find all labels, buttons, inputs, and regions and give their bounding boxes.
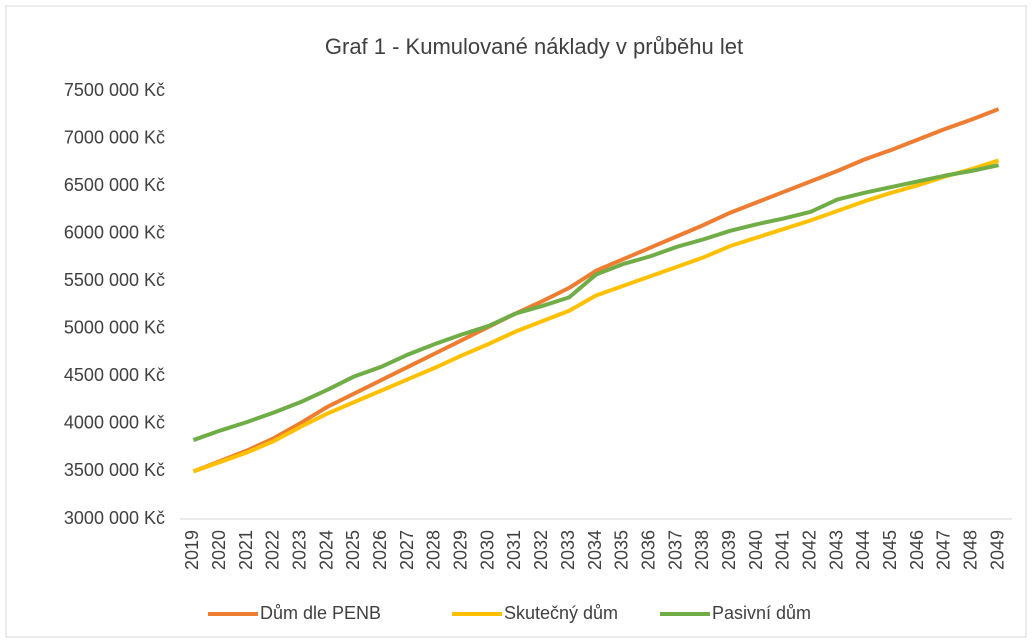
x-tick-label: 2026 <box>370 530 390 570</box>
x-tick-label: 2032 <box>531 530 551 570</box>
x-tick-label: 2035 <box>612 530 632 570</box>
x-tick-label: 2046 <box>907 530 927 570</box>
x-tick-label: 2034 <box>585 530 605 570</box>
y-tick-label: 6000 000 Kč <box>64 222 165 242</box>
x-tick-label: 2019 <box>182 530 202 570</box>
x-tick-label: 2020 <box>209 530 229 570</box>
line-series <box>192 158 1000 474</box>
x-tick-label: 2033 <box>558 530 578 570</box>
x-tick-label: 2037 <box>665 530 685 570</box>
legend-label: Skutečný dům <box>504 603 618 623</box>
y-tick-label: 7000 000 Kč <box>64 127 165 147</box>
x-tick-label: 2030 <box>477 530 497 570</box>
y-tick-label: 4000 000 Kč <box>64 413 165 433</box>
x-tick-label: 2028 <box>424 530 444 570</box>
x-tick-label: 2027 <box>397 530 417 570</box>
x-tick-label: 2045 <box>880 530 900 570</box>
x-tick-label: 2024 <box>316 530 336 570</box>
chart-title: Graf 1 - Kumulované náklady v průběhu le… <box>325 34 743 59</box>
y-tick-label: 3500 000 Kč <box>64 460 165 480</box>
legend-label: Dům dle PENB <box>260 603 381 623</box>
x-tick-label: 2031 <box>504 530 524 570</box>
y-tick-label: 5000 000 Kč <box>64 318 165 338</box>
x-tick-label: 2022 <box>263 530 283 570</box>
x-tick-label: 2048 <box>960 530 980 570</box>
x-tick-label: 2039 <box>719 530 739 570</box>
x-tick-label: 2029 <box>451 530 471 570</box>
y-tick-label: 4500 000 Kč <box>64 365 165 385</box>
x-tick-label: 2036 <box>638 530 658 570</box>
x-tick-label: 2040 <box>746 530 766 570</box>
x-tick-label: 2025 <box>343 530 363 570</box>
line-series <box>192 163 999 442</box>
chart-border <box>5 5 1027 638</box>
x-tick-label: 2042 <box>799 530 819 570</box>
y-tick-label: 3000 000 Kč <box>64 508 165 528</box>
y-tick-label: 7500 000 Kč <box>64 80 165 100</box>
x-tick-label: 2044 <box>853 530 873 570</box>
y-tick-label: 5500 000 Kč <box>64 270 165 290</box>
x-tick-label: 2021 <box>236 530 256 570</box>
line-series <box>192 107 1000 474</box>
x-tick-label: 2043 <box>826 530 846 570</box>
x-tick-label: 2041 <box>773 530 793 570</box>
y-tick-label: 6500 000 Kč <box>64 175 165 195</box>
x-tick-label: 2023 <box>290 530 310 570</box>
x-tick-label: 2038 <box>692 530 712 570</box>
x-tick-label: 2047 <box>934 530 954 570</box>
legend-label: Pasivní dům <box>712 603 811 623</box>
x-tick-label: 2049 <box>987 530 1007 570</box>
